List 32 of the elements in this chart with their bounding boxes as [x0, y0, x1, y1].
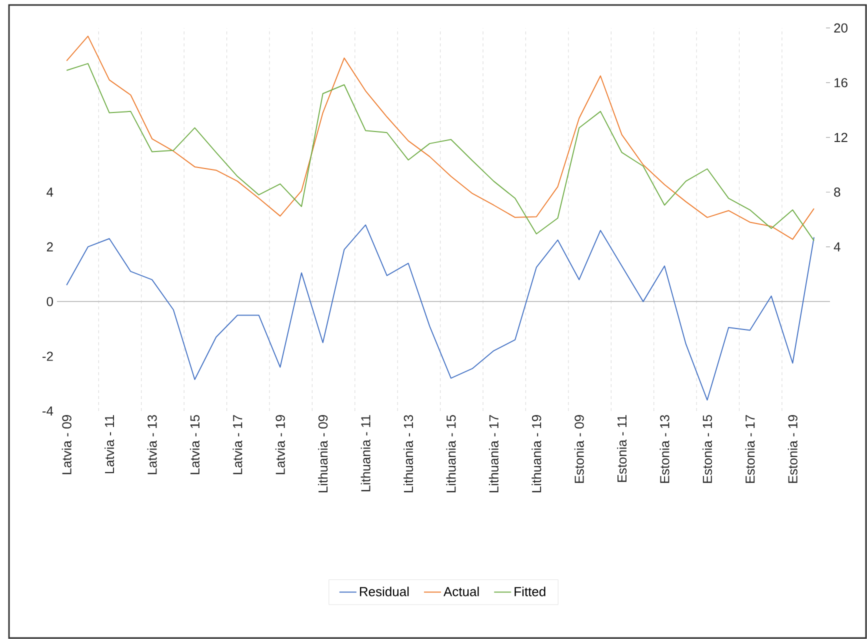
x-tick-label: Lithuania - 11	[360, 415, 370, 492]
y2-tick-label: 20	[834, 23, 848, 33]
x-tick-label: Lithuania - 13	[404, 415, 414, 492]
x-tick-label: Estonia - 09	[574, 415, 584, 483]
x-tick-label: Lithuania - 09	[318, 415, 328, 492]
x-tick-label: Estonia - 17	[745, 415, 755, 483]
x-tick-label: Lithuania - 15	[446, 415, 456, 492]
y2-tick-label: 4	[834, 242, 840, 252]
y-tick-label: -2	[42, 352, 53, 361]
x-tick-label: Latvia - 19	[275, 415, 285, 474]
line-series	[66, 224, 814, 401]
x-tick-label: Latvia - 13	[147, 415, 157, 474]
x-tick-label: Lithuania - 19	[532, 415, 542, 492]
x-tick-label: Lithuania - 17	[488, 415, 498, 492]
y2-tick-label: 12	[834, 132, 848, 142]
y2-tick-label: 16	[834, 78, 848, 88]
legend-label: Residual	[360, 586, 409, 596]
y-tick-label: 0	[46, 296, 53, 306]
legend-label: Fitted	[514, 586, 546, 596]
x-tick-label: Estonia - 13	[660, 415, 670, 483]
x-tick-label: Estonia - 15	[702, 415, 712, 483]
y2-tick-label: 8	[834, 188, 840, 197]
y-tick-label: 2	[46, 242, 53, 252]
x-tick-label: Latvia - 17	[232, 415, 242, 474]
x-tick-label: Latvia - 15	[190, 415, 200, 474]
x-tick-label: Latvia - 09	[62, 415, 72, 474]
y-tick-label: -4	[42, 406, 54, 416]
x-tick-label: Estonia - 11	[617, 415, 627, 482]
x-tick-label: Latvia - 11	[104, 415, 114, 474]
legend-label: Actual	[444, 586, 479, 596]
x-tick-label: Estonia - 19	[788, 415, 798, 483]
y-tick-label: 4	[46, 188, 54, 197]
